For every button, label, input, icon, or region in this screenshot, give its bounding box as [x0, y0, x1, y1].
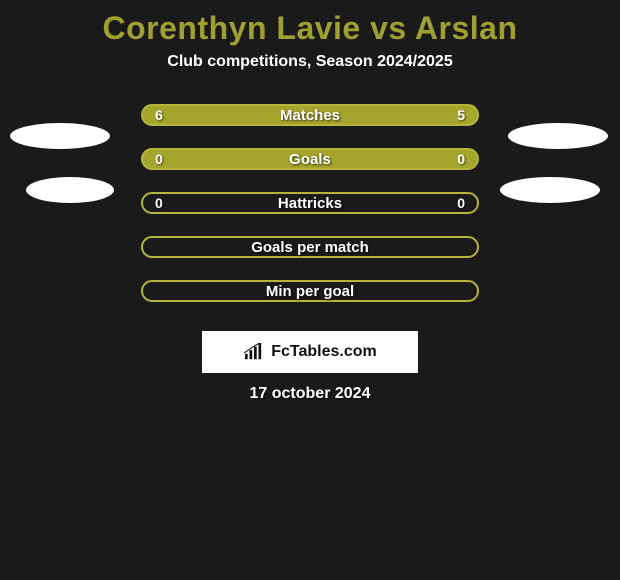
bar-chart-icon	[243, 343, 265, 361]
stat-row: 6 5 Matches	[141, 99, 479, 131]
ellipse-decor	[508, 123, 608, 149]
ellipse-decor	[26, 177, 114, 203]
stat-value-left: 0	[155, 151, 163, 167]
infographic-container: Corenthyn Lavie vs Arslan Club competiti…	[0, 0, 620, 403]
stat-bar-goals: 0 0	[141, 148, 479, 170]
stat-bar-matches: 6 5	[141, 104, 479, 126]
ellipse-decor	[10, 123, 110, 149]
stat-bar-hattricks: 0 0	[141, 192, 479, 214]
stat-row: Min per goal	[141, 275, 479, 307]
stat-value-right: 0	[457, 195, 465, 211]
stats-rows: 6 5 Matches 0 0 Goals 0 0 Hattricks	[0, 89, 620, 321]
stat-row: Goals per match	[141, 231, 479, 263]
brand-text: FcTables.com	[271, 343, 377, 361]
stat-bar-goals-per-match	[141, 236, 479, 258]
ellipse-decor	[500, 177, 600, 203]
stat-bar-min-per-goal	[141, 280, 479, 302]
stat-value-left: 0	[155, 195, 163, 211]
stat-row: 0 0 Goals	[141, 143, 479, 175]
stat-row: 0 0 Hattricks	[141, 187, 479, 219]
stat-value-right: 0	[457, 151, 465, 167]
brand-box[interactable]: FcTables.com	[202, 331, 418, 373]
subtitle: Club competitions, Season 2024/2025	[0, 53, 620, 89]
date-label: 17 october 2024	[0, 385, 620, 403]
stat-value-left: 6	[155, 107, 163, 123]
stat-value-right: 5	[457, 107, 465, 123]
page-title: Corenthyn Lavie vs Arslan	[0, 0, 620, 53]
